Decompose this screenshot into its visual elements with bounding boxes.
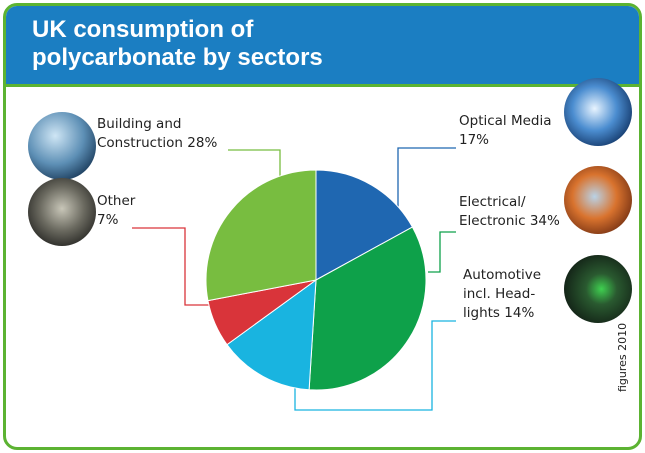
slice-label: Building and Construction 28% xyxy=(97,115,235,153)
leader-line xyxy=(398,148,456,218)
leader-line xyxy=(132,228,214,305)
photo-icon xyxy=(564,255,632,323)
value-label: 34% xyxy=(530,213,560,229)
category-label: Electrical/ Electronic xyxy=(459,194,526,229)
note: figures 2010 xyxy=(616,323,629,392)
slice-label: Optical Media 17% xyxy=(459,112,569,150)
photo-icon xyxy=(564,166,632,234)
slice-label: Electrical/ Electronic 34% xyxy=(459,193,567,231)
slice-label: Automotive incl. Head-lights 14% xyxy=(463,266,547,323)
pie-slice xyxy=(206,170,316,301)
slice-label: Other 7% xyxy=(97,192,141,230)
category-label: Other xyxy=(97,193,135,209)
value-label: 17% xyxy=(459,132,489,148)
page: UK consumption of polycarbonate by secto… xyxy=(0,0,645,453)
photo-icon xyxy=(564,78,632,146)
photo-icon xyxy=(28,112,96,180)
category-label: Building and Construction xyxy=(97,116,183,151)
category-label: Optical Media xyxy=(459,113,552,129)
leader-line xyxy=(228,150,280,178)
value-label: 28% xyxy=(187,135,217,151)
value-label: 7% xyxy=(97,212,118,228)
value-label: 14% xyxy=(504,305,534,321)
photo-icon xyxy=(28,178,96,246)
leader-line xyxy=(428,232,456,272)
